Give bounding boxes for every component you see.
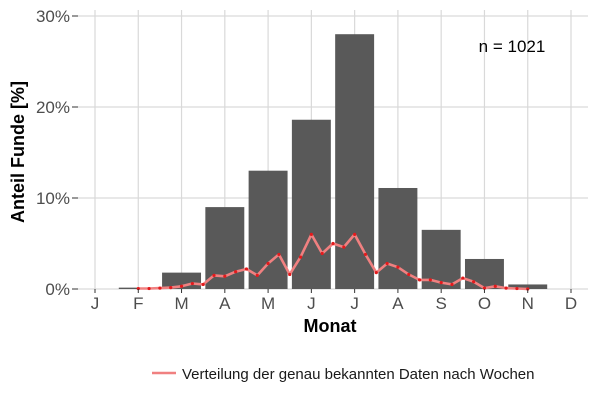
- weekly-point: [201, 282, 205, 287]
- bar-11: [508, 284, 548, 289]
- weekly-point: [450, 282, 454, 287]
- y-tick-label: 20%: [36, 98, 70, 117]
- x-tick-label: M: [174, 294, 188, 313]
- weekly-points-layer: [136, 232, 530, 291]
- bars-layer: [118, 34, 548, 290]
- bar-7: [335, 34, 375, 290]
- weekly-point: [179, 284, 184, 288]
- x-tick-label: A: [392, 294, 404, 313]
- bar-8: [378, 187, 418, 289]
- x-tick-label: F: [133, 294, 143, 313]
- x-tick-label: S: [436, 294, 447, 313]
- x-tick-label: M: [261, 294, 275, 313]
- weekly-point: [277, 252, 281, 257]
- weekly-point: [288, 272, 292, 277]
- weekly-point: [363, 252, 368, 257]
- weekly-point: [190, 281, 194, 286]
- weekly-point: [212, 273, 216, 277]
- weekly-point: [439, 281, 443, 285]
- x-tick-label: A: [219, 294, 231, 313]
- weekly-point: [504, 286, 508, 290]
- weekly-point: [353, 232, 357, 236]
- sample-size-annotation: n = 1021: [479, 37, 546, 56]
- x-tick-label: D: [565, 294, 577, 313]
- legend-label: Verteilung der genau bekannten Daten nac…: [182, 366, 535, 383]
- x-tick-label: O: [478, 294, 491, 313]
- weekly-point: [309, 232, 313, 236]
- y-tick-label: 10%: [36, 189, 70, 208]
- weekly-point: [417, 278, 422, 282]
- x-tick-label: J: [307, 294, 316, 313]
- y-tick-label: 0%: [45, 280, 70, 299]
- weekly-point: [407, 272, 411, 277]
- weekly-point: [266, 261, 270, 266]
- weekly-point: [136, 286, 140, 291]
- y-tick-labels: 0% 10% 20% 30%: [36, 7, 78, 299]
- bar-10: [464, 258, 504, 289]
- legend: Verteilung der genau bekannten Daten nac…: [152, 366, 535, 383]
- weekly-point: [331, 241, 335, 246]
- weekly-point: [223, 274, 227, 278]
- weekly-point: [385, 261, 389, 266]
- weekly-point: [342, 245, 346, 249]
- weekly-point: [472, 280, 476, 284]
- x-tick-label: J: [91, 294, 100, 313]
- x-axis-title: Monat: [304, 316, 357, 336]
- weekly-point: [244, 267, 249, 271]
- weekly-point: [169, 286, 173, 290]
- weekly-point: [461, 276, 465, 280]
- weekly-point: [515, 286, 519, 291]
- weekly-point: [396, 265, 400, 269]
- y-axis-title: Anteil Funde [%]: [8, 81, 28, 223]
- weekly-point: [298, 255, 303, 259]
- weekly-point: [428, 278, 432, 282]
- bar-5: [248, 170, 288, 289]
- weekly-point: [320, 251, 324, 256]
- weekly-point: [147, 286, 151, 291]
- x-tick-label: J: [350, 294, 359, 313]
- x-tick-label: N: [522, 294, 534, 313]
- weekly-point: [255, 273, 259, 277]
- y-tick-label: 30%: [36, 7, 70, 26]
- weekly-point: [158, 286, 162, 290]
- weekly-point: [493, 284, 497, 288]
- weekly-point: [374, 271, 378, 275]
- weekly-point: [234, 270, 238, 274]
- weekly-point: [482, 286, 487, 290]
